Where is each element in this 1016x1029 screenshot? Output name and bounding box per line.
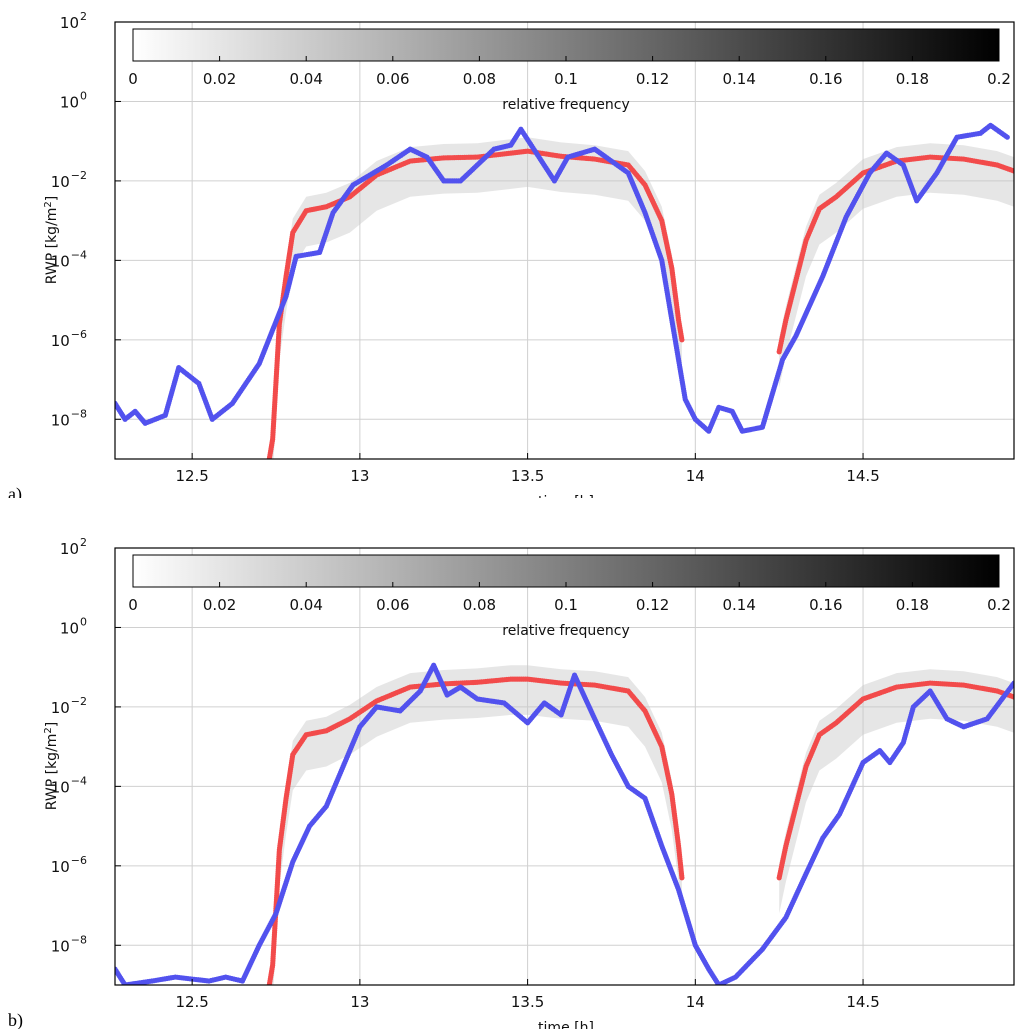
colorbar-tick-label: 0.18 [896,70,929,88]
colorbar-tick-label: 0.1 [554,70,578,88]
x-tick-label: 13 [350,467,369,485]
panel-a-frame [114,21,1015,460]
y-tick-label: 100 [60,89,87,111]
panel-b-colorbar-label: relative frequency [502,623,629,639]
colorbar-tick-label: 0.12 [636,596,669,614]
y-tick-exponent: −8 [71,933,87,946]
y-tick-exponent: −4 [71,248,87,261]
colorbar-tick-label: 0.14 [722,70,755,88]
y-tick-exponent: 0 [80,615,87,628]
y-tick-label: 10−6 [51,328,87,350]
blue-series-point [1004,134,1010,140]
x-tick-label: 12.5 [175,993,208,1011]
y-tick-label: 102 [60,536,87,558]
x-tick-label: 14 [686,993,705,1011]
panel-b-colorbar [132,554,1000,588]
y-tick-exponent: 0 [80,89,87,102]
colorbar-tick-label: 0.16 [809,70,842,88]
panel-a-crop [0,498,1016,526]
colorbar-tick-label: 0.18 [896,596,929,614]
y-tick-exponent: −2 [71,169,87,182]
colorbar-tick-label: 0.06 [376,70,409,88]
colorbar-tick-label: 0.04 [289,70,322,88]
panel-a-x-ticks: 12.5 13 13.5 14 14.5 [175,453,880,485]
y-tick-exponent: −6 [71,854,87,867]
colorbar-tick-label: 0.2 [987,70,1011,88]
x-tick-label: 13.5 [511,993,544,1011]
y-tick-label: 102 [60,10,87,32]
panel-b-frame [114,547,1015,986]
y-tick-label: 10−8 [51,933,87,955]
y-tick-label: 100 [60,615,87,637]
red-series-point [679,337,685,343]
red-series-point [1011,694,1014,700]
panel-b-xlabel: time [h] [538,1020,594,1029]
panel-a-shading [269,137,1014,459]
y-tick-label: 10−2 [51,695,87,717]
y-tick-label: 10−6 [51,854,87,876]
frequency-shading [269,665,682,985]
panel-b-shading [269,665,1014,985]
y-tick-label: 10−8 [51,407,87,429]
panel-b: 0 0.02 0.04 0.06 0.08 0.1 0.12 0.14 0.16 0.18 0.2 … [8,536,1015,1029]
colorbar-tick-label: 0.08 [463,70,496,88]
colorbar-tick-label: 0.04 [289,596,322,614]
x-tick-label: 14.5 [846,993,879,1011]
panel-a-colorbar-label: relative frequency [502,97,629,113]
y-tick-exponent: −8 [71,407,87,420]
panel-b-label: b) [8,1010,23,1029]
frequency-shading [779,143,1014,388]
panel-a-series [115,122,1014,459]
y-tick-exponent: −4 [71,774,87,787]
panel-a-colorbar [132,28,1000,62]
colorbar-tick-label: 0 [128,596,138,614]
colorbar-tick-label: 0.06 [376,596,409,614]
colorbar-tick-label: 0.16 [809,596,842,614]
colorbar-tick-label: 0.02 [203,70,236,88]
panel-b-ylabel: RWP [kg/m2] [43,722,61,811]
red-series-point [679,875,685,881]
panel-b-colorbar-ticks: 0 0.02 0.04 0.06 0.08 0.1 0.12 0.14 0.16 0.18 0.2 [128,582,1011,614]
x-tick-label: 14.5 [846,467,879,485]
x-tick-label: 13 [350,993,369,1011]
y-tick-exponent: −6 [71,328,87,341]
panel-a-ylabel: RWP [kg/m2] [43,196,61,285]
y-tick-label: 10−2 [51,169,87,191]
frequency-shading [779,669,1014,914]
colorbar-tick-label: 0.12 [636,70,669,88]
panel-a-colorbar-ticks: 0 0.02 0.04 0.06 0.08 0.1 0.12 0.14 0.16 0.18 0.2 [128,56,1011,88]
red-series-point [1011,168,1014,174]
blue-series-point [1011,680,1014,686]
colorbar-tick-label: 0.2 [987,596,1011,614]
colorbar-tick-label: 0.1 [554,596,578,614]
colorbar-tick-label: 0.14 [722,596,755,614]
panel-a: 0 0.02 0.04 0.06 0.08 0.1 0.12 0.14 0.16 0.18 0.2 … [8,10,1015,510]
colorbar-tick-label: 0 [128,70,138,88]
x-tick-label: 14 [686,467,705,485]
frequency-shading [269,137,682,459]
y-tick-exponent: −2 [71,695,87,708]
colorbar-tick-label: 0.08 [463,596,496,614]
x-tick-label: 12.5 [175,467,208,485]
y-tick-exponent: 2 [80,10,87,23]
colorbar-tick-label: 0.02 [203,596,236,614]
y-tick-exponent: 2 [80,536,87,549]
panel-b-series [115,662,1014,985]
x-tick-label: 13.5 [511,467,544,485]
panel-b-x-ticks: 12.5 13 13.5 14 14.5 [175,979,880,1011]
